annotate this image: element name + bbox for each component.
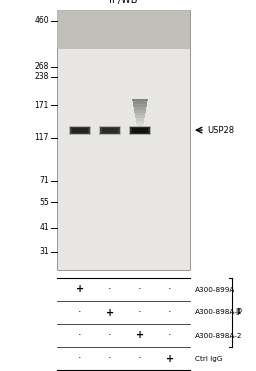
Bar: [134, 110, 146, 112]
Text: 268: 268: [35, 62, 49, 71]
Text: kDa: kDa: [34, 0, 49, 2]
Text: ·: ·: [78, 308, 82, 318]
Text: +: +: [136, 331, 144, 341]
Bar: [57, 10, 190, 49]
Text: 55: 55: [39, 198, 49, 207]
Bar: [69, 126, 91, 135]
Text: +: +: [76, 285, 84, 295]
Bar: [57, 10, 190, 49]
Bar: [135, 115, 145, 118]
Text: 460: 460: [34, 16, 49, 25]
Bar: [135, 112, 145, 115]
Bar: [57, 10, 190, 49]
Text: ·: ·: [168, 331, 172, 341]
Bar: [57, 10, 190, 270]
Bar: [137, 124, 143, 127]
Bar: [57, 10, 190, 49]
Text: IP/WB: IP/WB: [109, 0, 138, 5]
Text: +: +: [166, 354, 174, 364]
Bar: [100, 127, 120, 134]
Bar: [57, 10, 190, 49]
Text: ·: ·: [108, 354, 112, 364]
Text: A300-898A-1: A300-898A-1: [195, 309, 242, 315]
Text: ·: ·: [138, 285, 142, 295]
Text: IP: IP: [235, 308, 242, 317]
Text: A300-899A: A300-899A: [195, 286, 235, 292]
Text: 171: 171: [35, 101, 49, 110]
Bar: [129, 126, 151, 135]
Text: 41: 41: [39, 223, 49, 232]
Text: 117: 117: [35, 133, 49, 142]
Bar: [102, 128, 118, 132]
Text: ·: ·: [108, 285, 112, 295]
Text: USP28: USP28: [207, 126, 234, 135]
Bar: [72, 128, 88, 132]
Bar: [70, 127, 90, 134]
Bar: [57, 10, 190, 49]
Bar: [130, 127, 150, 134]
Text: A300-898A-2: A300-898A-2: [195, 332, 242, 338]
Text: ·: ·: [168, 308, 172, 318]
Text: ·: ·: [138, 308, 142, 318]
Text: 71: 71: [39, 176, 49, 185]
Text: ·: ·: [78, 331, 82, 341]
Bar: [136, 118, 144, 121]
Bar: [134, 107, 146, 110]
Bar: [99, 126, 121, 135]
Bar: [57, 10, 190, 49]
Text: ·: ·: [78, 354, 82, 364]
Bar: [132, 128, 148, 132]
Text: ·: ·: [108, 331, 112, 341]
Bar: [133, 104, 147, 107]
Text: +: +: [106, 308, 114, 318]
Bar: [132, 99, 148, 101]
Text: Ctrl IgG: Ctrl IgG: [195, 355, 222, 361]
Text: 238: 238: [35, 72, 49, 82]
Bar: [57, 10, 190, 49]
Bar: [136, 121, 144, 124]
Text: ·: ·: [168, 285, 172, 295]
Text: 31: 31: [39, 247, 49, 256]
Bar: [133, 101, 147, 104]
Text: ·: ·: [138, 354, 142, 364]
